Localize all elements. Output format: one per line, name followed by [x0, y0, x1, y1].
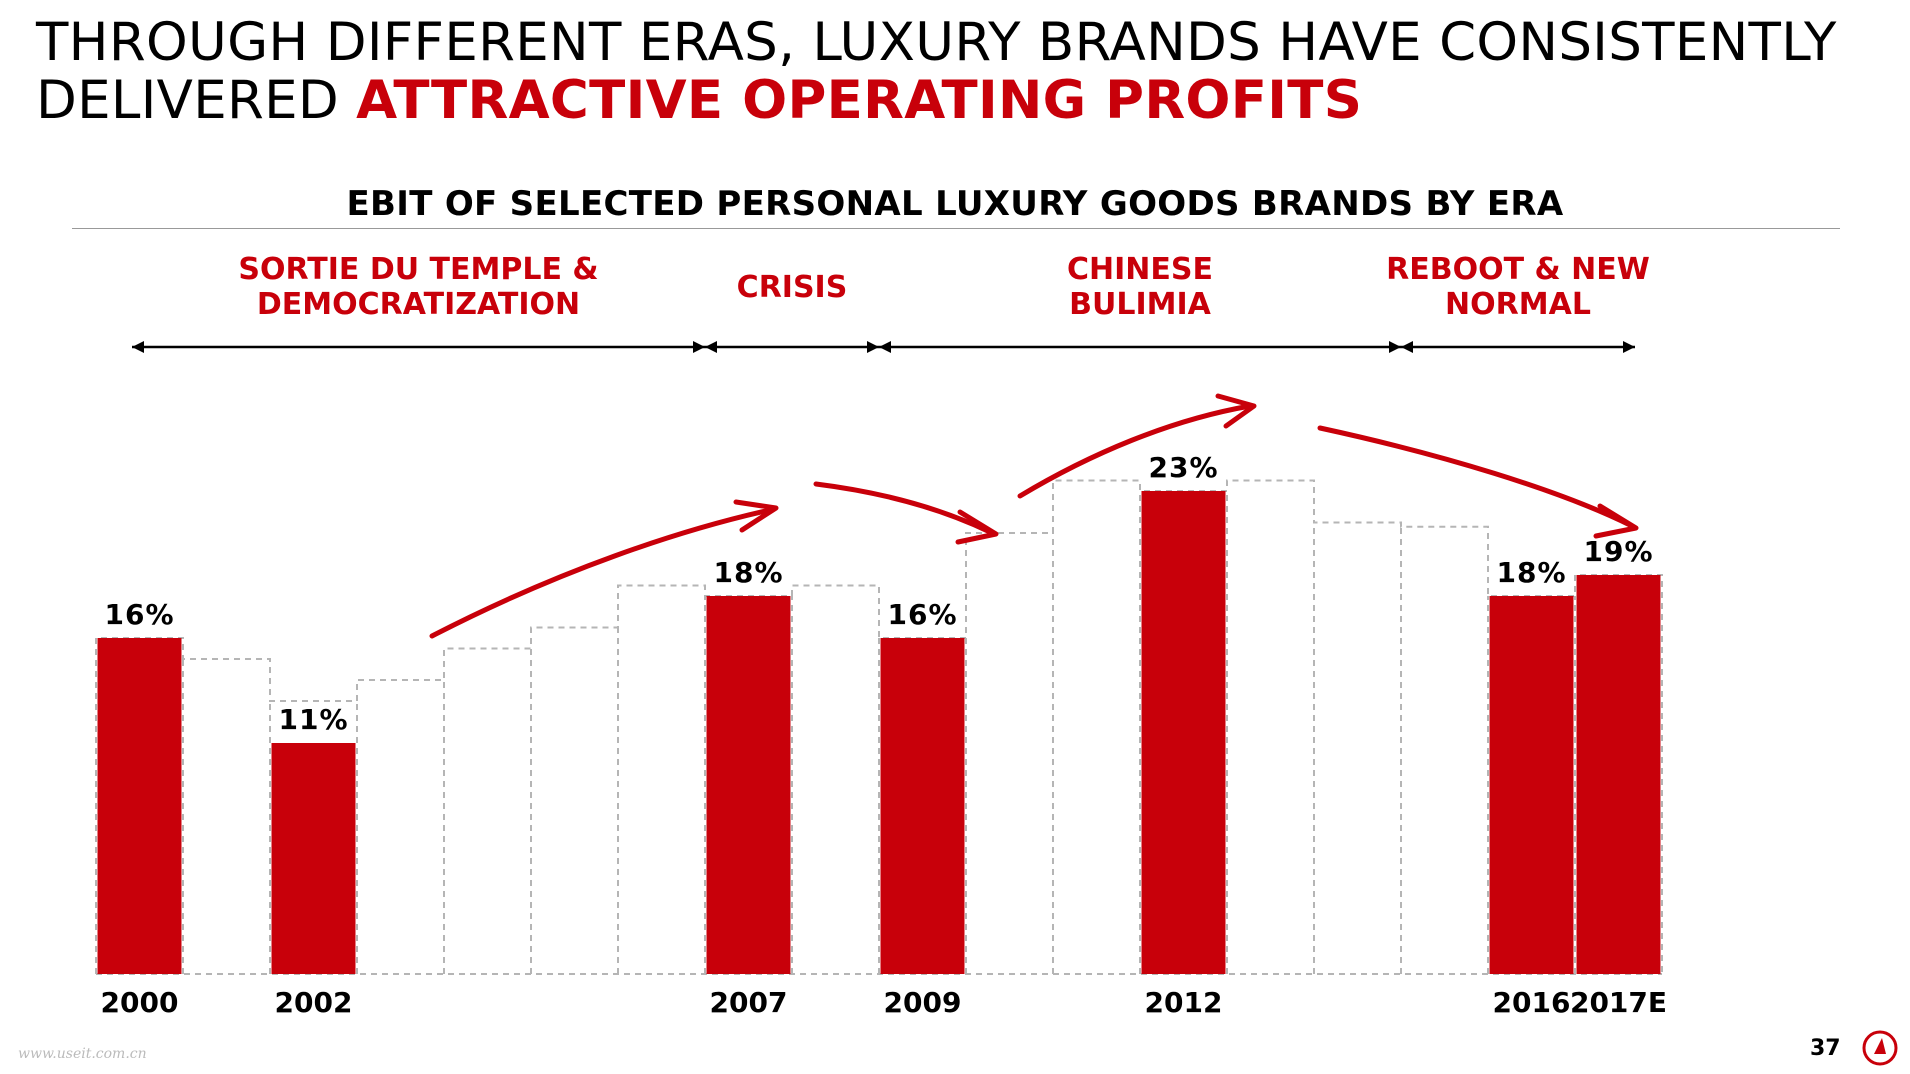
trend-arrow-3: [1317, 425, 1635, 529]
brand-logo-icon: [1862, 1030, 1898, 1066]
background-outline-steps: [95, 479, 1663, 974]
bar-2000: [97, 638, 182, 974]
x-tick-2017E: 2017E: [1570, 986, 1667, 1019]
bar-2012: [1141, 491, 1226, 974]
x-tick-2000: 2000: [101, 986, 179, 1019]
bar-2016: [1489, 596, 1574, 974]
data-label-2017E: 19%: [1583, 535, 1653, 568]
x-tick-2002: 2002: [275, 986, 353, 1019]
era-arrowhead-right: [693, 341, 705, 353]
data-label-2016: 18%: [1496, 556, 1566, 589]
data-label-2009: 16%: [887, 598, 957, 631]
slide-title-highlight: ATTRACTIVE OPERATING PROFITS: [356, 70, 1363, 131]
x-tick-2009: 2009: [884, 986, 962, 1019]
era-label-3: REBOOT & NEW NORMAL: [1386, 252, 1650, 322]
bar-2002: [271, 743, 356, 974]
page-number: 37: [1810, 1036, 1841, 1061]
slide-title: THROUGH DIFFERENT ERAS, LUXURY BRANDS HA…: [36, 14, 1876, 130]
era-label-0: SORTIE DU TEMPLE & DEMOCRATIZATION: [238, 252, 599, 322]
trend-arrow-0: [429, 507, 773, 639]
trend-arrow-1: [813, 481, 993, 535]
era-arrowhead-right: [867, 341, 879, 353]
era-arrowhead-right: [1623, 341, 1635, 353]
data-label-2012: 23%: [1148, 451, 1218, 484]
era-arrowhead-left: [132, 341, 144, 353]
era-label-2: CHINESE BULIMIA: [1067, 252, 1213, 322]
footer-watermark: www.useit.com.cn: [18, 1046, 147, 1062]
data-label-2002: 11%: [278, 703, 348, 736]
trend-arrowhead-2: [1215, 393, 1257, 429]
era-arrowhead-left: [1401, 341, 1413, 353]
era-arrowhead-left: [705, 341, 717, 353]
slide-title-text: THROUGH DIFFERENT ERAS, LUXURY BRANDS HA…: [36, 12, 1837, 131]
trend-arrowhead-0: [733, 499, 779, 533]
title-divider: [72, 228, 1840, 229]
era-arrowhead-right: [1389, 341, 1401, 353]
chart-title: EBIT OF SELECTED PERSONAL LUXURY GOODS B…: [346, 184, 1564, 224]
era-arrowhead-left: [879, 341, 891, 353]
era-label-1: CRISIS: [736, 270, 848, 305]
trend-arrow-2: [1017, 403, 1253, 499]
data-label-2007: 18%: [713, 556, 783, 589]
x-tick-2016: 2016: [1493, 986, 1571, 1019]
x-tick-2007: 2007: [710, 986, 788, 1019]
trend-arrowhead-1: [955, 509, 999, 545]
bar-2007: [706, 596, 791, 974]
x-tick-2012: 2012: [1145, 986, 1223, 1019]
bar-2009: [880, 638, 965, 974]
data-label-2000: 16%: [104, 598, 174, 631]
trend-arrowhead-3: [1593, 503, 1639, 539]
bar-2017E: [1576, 575, 1661, 974]
